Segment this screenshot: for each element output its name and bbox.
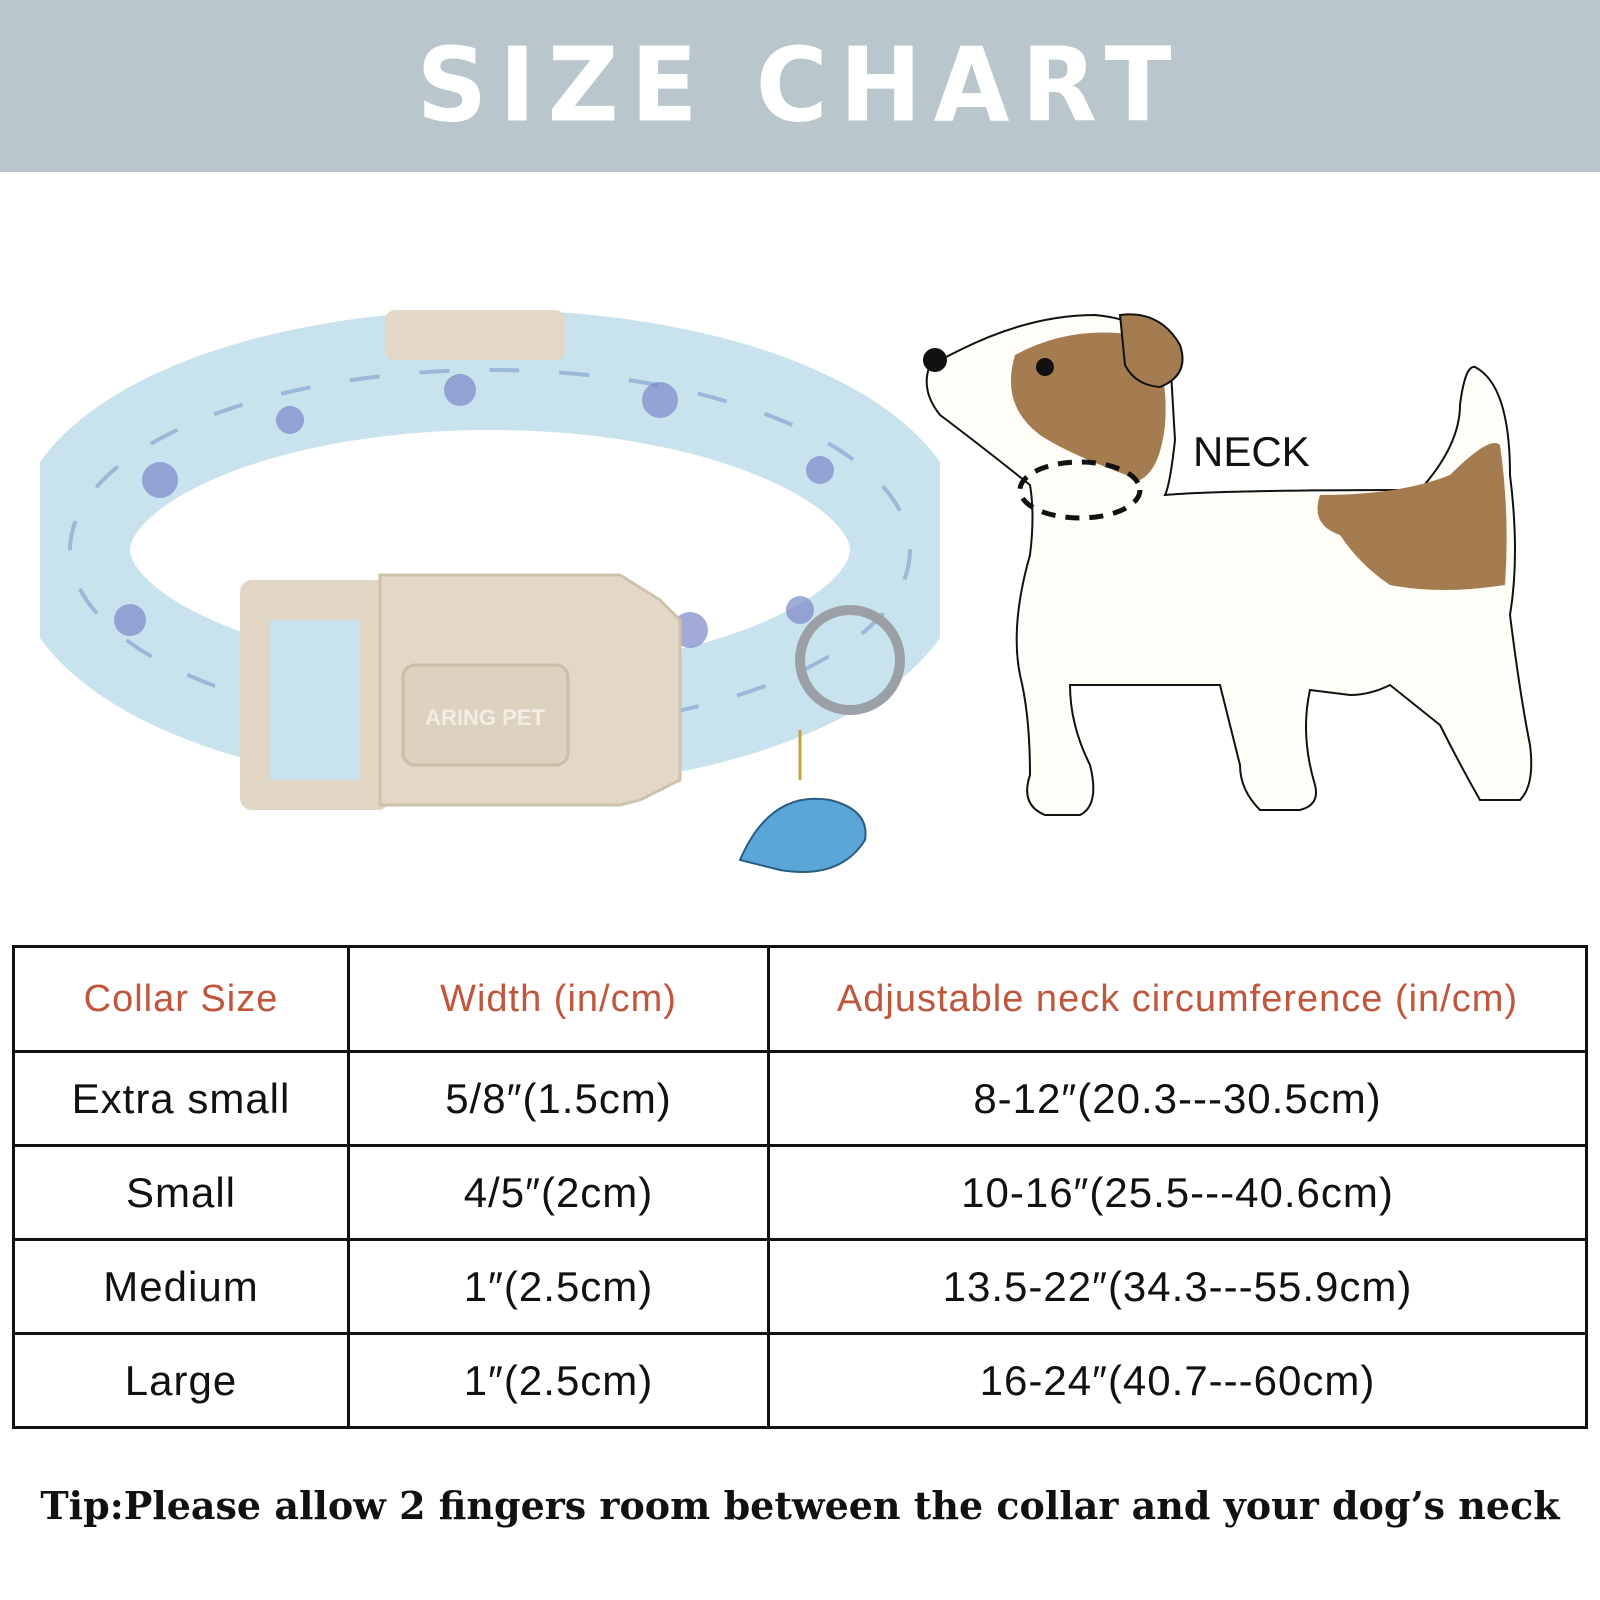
table-cell: Small [12,1144,350,1241]
table-cell: 16-24″(40.7---60cm) [767,1332,1588,1429]
column-header: Collar Size [12,945,350,1053]
dog-diagram [923,313,1533,816]
table-row: Large 1″(2.5cm) 16-24″(40.7---60cm) [12,1332,1588,1429]
neck-label: NECK [1193,428,1310,475]
table-row: Small 4/5″(2cm) 10-16″(25.5---40.6cm) [12,1144,1588,1241]
table-header-row: Collar Size Width (in/cm) Adjustable nec… [12,945,1588,1053]
table-cell: 13.5-22″(34.3---55.9cm) [767,1238,1588,1335]
table-row: Medium 1″(2.5cm) 13.5-22″(34.3---55.9cm) [12,1238,1588,1335]
table-cell: 8-12″(20.3---30.5cm) [767,1050,1588,1147]
table-cell: Extra small [12,1050,350,1147]
size-table: Collar Size Width (in/cm) Adjustable nec… [12,945,1588,1429]
table-cell: Large [12,1332,350,1429]
table-cell: 10-16″(25.5---40.6cm) [767,1144,1588,1241]
column-header: Width (in/cm) [347,945,770,1053]
page-title: SIZE CHART [416,26,1184,146]
table-row: Extra small 5/8″(1.5cm) 8-12″(20.3---30.… [12,1050,1588,1147]
brand-logo-text: ARING PET [425,705,545,730]
table-cell: 1″(2.5cm) [347,1332,770,1429]
table-cell: 5/8″(1.5cm) [347,1050,770,1147]
header-banner: SIZE CHART [0,0,1600,172]
table-cell: Medium [12,1238,350,1335]
collar-image: ARING PET [40,310,940,873]
table-cell: 4/5″(2cm) [347,1144,770,1241]
column-header: Adjustable neck circumference (in/cm) [767,945,1588,1053]
table-cell: 1″(2.5cm) [347,1238,770,1335]
tip-text: Tip:Please allow 2 fingers room between … [40,1483,1560,1528]
